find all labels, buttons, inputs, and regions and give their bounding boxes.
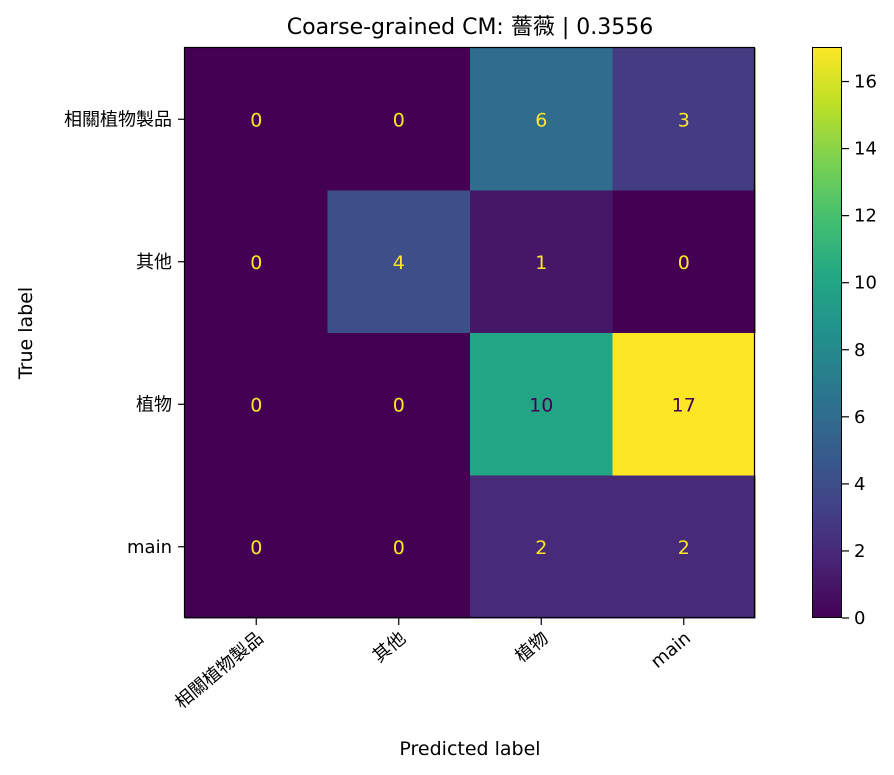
x-tick-label: 相關植物製品	[171, 628, 267, 714]
colorbar-tick-label: 8	[854, 340, 865, 361]
heatmap-cell	[612, 190, 756, 334]
heatmap-cells	[185, 48, 756, 619]
heatmap-cell	[185, 333, 328, 476]
colorbar-tick-label: 14	[854, 139, 877, 160]
y-tick-label: 其他	[136, 252, 172, 273]
cell-value-label: 0	[250, 537, 262, 559]
heatmap-cell	[470, 475, 613, 619]
y-tick-label: main	[127, 537, 172, 558]
colorbar-tick-label: 16	[854, 72, 877, 93]
heatmap-cell-labels: 0 0 6 30 4 1 00 0 10 170 0 2 2	[250, 109, 696, 559]
heatmap-cell	[185, 48, 328, 191]
cell-value-label: 0	[393, 394, 405, 416]
x-tick-label: 其他	[369, 628, 410, 667]
heatmap-cell	[327, 333, 471, 476]
cell-value-label: 0	[678, 252, 690, 274]
colorbar-tick-label: 12	[854, 206, 877, 227]
colorbar-tick-label: 6	[854, 407, 865, 428]
heatmap-cell	[327, 48, 471, 191]
colorbar-tick-label: 2	[854, 541, 865, 562]
heatmap-cell	[470, 190, 613, 334]
x-axis-ticks: 相關植物製品 其他 植物 main	[171, 618, 695, 713]
colorbar-tick-label: 0	[854, 608, 865, 629]
heatmap-cell	[612, 475, 756, 619]
cell-value-label: 0	[250, 252, 262, 274]
cell-value-label: 3	[678, 109, 690, 131]
y-tick-label: 植物	[136, 394, 172, 415]
heatmap-cell	[612, 333, 756, 476]
colorbar-tick-label: 10	[854, 273, 877, 294]
cell-value-label: 1	[535, 252, 547, 274]
cell-value-label: 0	[393, 109, 405, 131]
colorbar-tick-label: 4	[854, 474, 865, 495]
cell-value-label: 2	[535, 537, 547, 559]
heatmap-cell	[612, 48, 756, 191]
heatmap-cell	[185, 475, 328, 619]
cell-value-label: 6	[535, 109, 547, 131]
heatmap-cell	[327, 475, 471, 619]
cell-value-label: 0	[250, 394, 262, 416]
y-tick-label: 相關植物製品	[64, 109, 172, 130]
x-tick-label: 植物	[511, 628, 552, 667]
heatmap-cell	[470, 333, 613, 476]
cell-value-label: 4	[393, 252, 405, 274]
heatmap-cell	[470, 48, 613, 191]
x-axis-label: Predicted label	[399, 738, 540, 760]
colorbar	[812, 47, 842, 618]
y-axis-label: True label	[15, 287, 37, 380]
colorbar-ticks: 0 2 4 6 8 10 12 14 16	[842, 72, 877, 629]
cell-value-label: 17	[672, 394, 696, 416]
cell-value-label: 10	[529, 394, 553, 416]
heatmap-cell	[185, 190, 328, 334]
cell-value-label: 2	[678, 537, 690, 559]
chart-title: Coarse-grained CM: 薔薇 | 0.3556	[287, 15, 653, 40]
cell-value-label: 0	[250, 109, 262, 131]
cell-value-label: 0	[393, 537, 405, 559]
heatmap-cell	[327, 190, 471, 334]
plot-frame	[183, 46, 756, 619]
x-tick-label: main	[647, 628, 695, 673]
